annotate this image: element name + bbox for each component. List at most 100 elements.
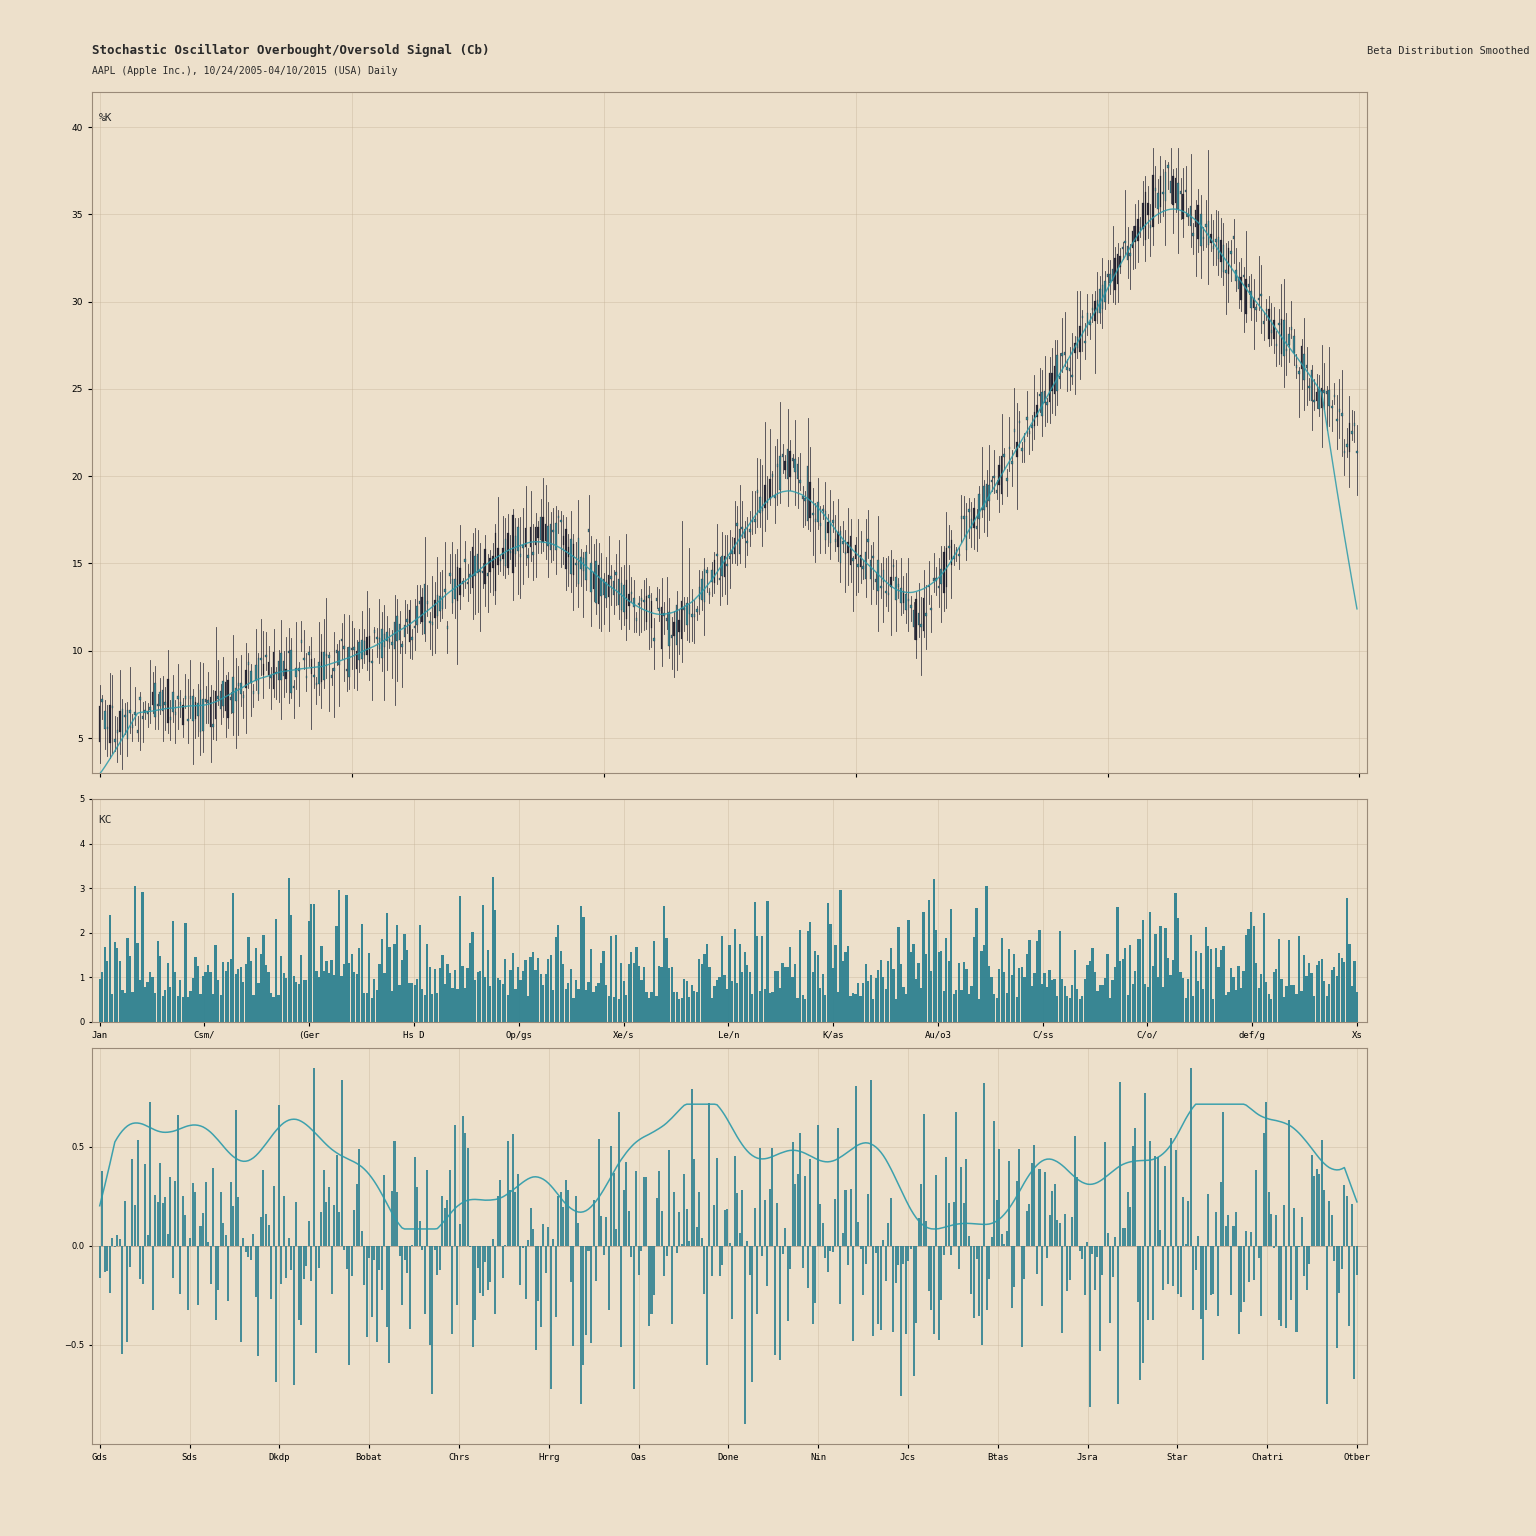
Bar — [1160, 926, 1161, 1021]
Bar — [1187, 1201, 1189, 1246]
Bar — [436, 1246, 438, 1275]
Bar — [315, 1246, 318, 1353]
Bar — [716, 980, 719, 1021]
Bar — [1021, 1246, 1023, 1347]
Bar — [567, 1189, 570, 1246]
Bar — [1006, 994, 1008, 1021]
Bar — [1074, 951, 1075, 1021]
Bar — [668, 1150, 670, 1246]
Bar — [207, 1241, 209, 1246]
Bar — [642, 968, 645, 1021]
Bar — [779, 988, 782, 1021]
Bar — [201, 977, 204, 1021]
Bar — [449, 972, 452, 1021]
Bar — [1141, 920, 1144, 1021]
Bar — [341, 975, 343, 1021]
Bar — [1246, 1232, 1247, 1246]
Bar — [1333, 1246, 1335, 1261]
Bar — [1353, 1246, 1355, 1379]
Bar — [527, 1240, 528, 1246]
Bar — [433, 1246, 436, 1250]
Bar — [1034, 972, 1035, 1021]
Bar — [980, 951, 983, 1021]
Bar — [307, 922, 310, 1021]
Bar — [406, 1246, 409, 1273]
Bar — [212, 1167, 214, 1246]
Bar — [920, 1184, 922, 1246]
Bar — [1149, 912, 1152, 1021]
Bar — [507, 1141, 508, 1246]
Bar — [593, 992, 594, 1021]
Bar — [932, 879, 935, 1021]
Bar — [567, 983, 570, 1021]
Bar — [1081, 995, 1083, 1021]
Bar — [937, 1246, 940, 1339]
Bar — [384, 1175, 386, 1246]
Bar — [862, 983, 865, 1021]
Bar — [1141, 1246, 1144, 1364]
Bar — [779, 1246, 780, 1359]
Bar — [161, 1203, 164, 1246]
Bar — [908, 920, 909, 1021]
Bar — [777, 1203, 779, 1246]
Bar — [174, 1181, 177, 1246]
Bar — [925, 954, 928, 1021]
Bar — [972, 937, 975, 1021]
Bar — [874, 1246, 877, 1252]
Bar — [700, 1238, 703, 1246]
Bar — [479, 1246, 481, 1293]
Bar — [806, 1246, 809, 1287]
Bar — [1267, 994, 1270, 1021]
Bar — [1275, 969, 1278, 1021]
Bar — [366, 1246, 367, 1338]
Bar — [554, 1246, 556, 1316]
Bar — [991, 977, 992, 1021]
Bar — [1094, 972, 1097, 1021]
Bar — [413, 985, 416, 1021]
Bar — [707, 1246, 708, 1366]
Bar — [452, 1246, 453, 1333]
Bar — [476, 1246, 479, 1267]
Bar — [1038, 931, 1040, 1021]
Bar — [1041, 1246, 1043, 1306]
Bar — [703, 954, 705, 1021]
Bar — [369, 1246, 370, 1258]
Bar — [441, 955, 444, 1021]
Bar — [739, 1233, 740, 1246]
Bar — [240, 1246, 241, 1342]
Bar — [490, 1246, 492, 1281]
Bar — [860, 995, 862, 1021]
Bar — [1279, 978, 1283, 1021]
Bar — [290, 1246, 292, 1270]
Bar — [608, 1246, 610, 1310]
Bar — [614, 935, 617, 1021]
Bar — [1212, 1246, 1215, 1295]
Bar — [303, 1246, 304, 1279]
Bar — [811, 972, 814, 1021]
Bar — [1207, 1195, 1209, 1246]
Text: %K: %K — [98, 112, 112, 123]
Bar — [909, 1246, 912, 1249]
Bar — [1092, 1246, 1094, 1255]
Bar — [204, 971, 207, 1021]
Bar — [223, 962, 224, 1021]
Bar — [306, 980, 307, 1021]
Bar — [1338, 952, 1341, 1021]
Bar — [1098, 985, 1101, 1021]
Bar — [1295, 1246, 1298, 1332]
Bar — [499, 1180, 501, 1246]
Bar — [378, 1246, 381, 1270]
Bar — [1161, 988, 1164, 1021]
Bar — [641, 1246, 642, 1250]
Bar — [247, 1246, 249, 1256]
Bar — [1084, 978, 1086, 1021]
Bar — [783, 1227, 786, 1246]
Bar — [121, 1246, 123, 1353]
Bar — [421, 1246, 424, 1250]
Bar — [358, 1149, 361, 1246]
Bar — [625, 1163, 627, 1246]
Bar — [1035, 942, 1038, 1021]
Bar — [1057, 1220, 1058, 1246]
Bar — [920, 988, 922, 1021]
Bar — [1217, 968, 1220, 1021]
